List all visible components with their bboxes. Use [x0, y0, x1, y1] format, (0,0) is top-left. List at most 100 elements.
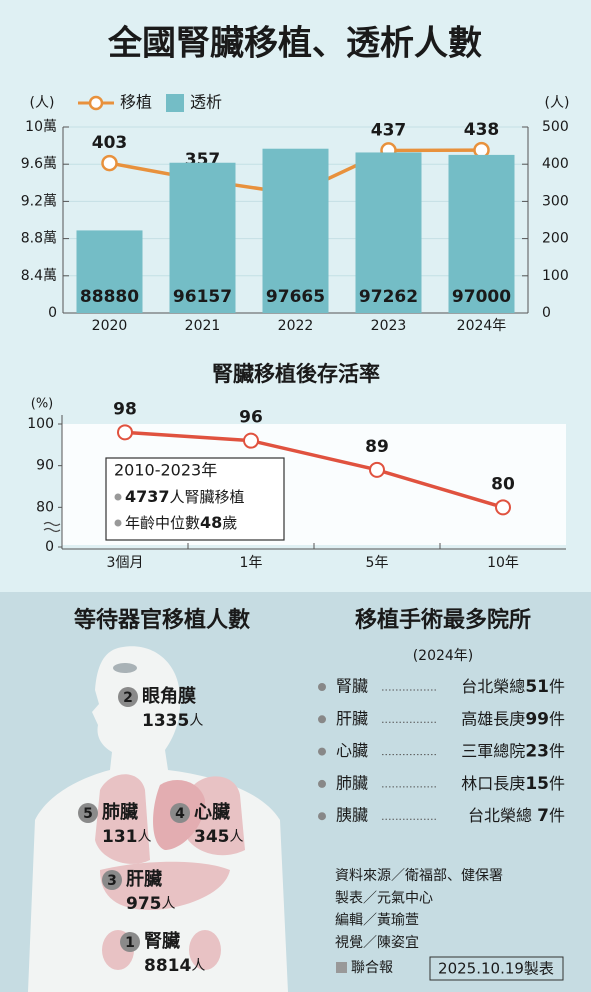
- rank-number: 5: [83, 806, 93, 822]
- rank-badge: [170, 803, 190, 823]
- organ-name: 肝臟: [126, 868, 162, 890]
- rank-number: 2: [123, 690, 133, 706]
- line-marker: [101, 154, 118, 172]
- row-hospital: 高雄長庚99件: [461, 709, 565, 730]
- organ-count: 8814人: [144, 956, 205, 976]
- y-tick-label: 90: [36, 458, 54, 474]
- hospital-name: 台北榮總: [468, 806, 537, 825]
- hospital-unit: 件: [549, 741, 565, 760]
- bar-value-label: 88880: [80, 287, 139, 307]
- annotation-line: 4737人腎臟移植: [125, 487, 245, 506]
- count-value: 345: [194, 827, 230, 847]
- row-bullet: [318, 747, 326, 756]
- line: [124, 430, 504, 510]
- y-axis-label: (%): [31, 397, 54, 412]
- y-tick-label: 9.2萬: [21, 193, 57, 209]
- x-tick-label: 2023: [371, 318, 407, 334]
- annotation-part: 年齡中位數: [125, 514, 200, 532]
- bar: [262, 148, 329, 313]
- date-box: [429, 956, 564, 981]
- count-value: 975: [126, 894, 162, 914]
- organ-name: 心臟: [194, 801, 230, 823]
- annotation-line: 年齡中位數48歲: [125, 513, 237, 532]
- count-unit: 人: [138, 829, 152, 845]
- x-tick-label: 2022: [278, 318, 314, 334]
- line-value-label: 438: [464, 120, 500, 140]
- row-organ: 心臟: [336, 741, 368, 760]
- row-hospital: 台北榮總51件: [461, 677, 565, 698]
- bar-value-label: 97262: [359, 287, 418, 307]
- row-bullet: [318, 812, 326, 821]
- y2-tick-label: 500: [542, 119, 569, 135]
- row-hospital: 台北榮總 7件: [468, 806, 565, 827]
- count-value: 8814: [144, 956, 191, 976]
- organ-count: 975人: [126, 894, 176, 914]
- row-bullet: [318, 715, 326, 724]
- rank-badge: [78, 803, 98, 823]
- hospital-unit: 件: [549, 677, 565, 696]
- count-value: 1335: [142, 711, 189, 731]
- hospital-name: 高雄長庚: [461, 709, 525, 728]
- bar: [448, 154, 515, 313]
- y2-tick-label: 400: [542, 156, 569, 172]
- hospital-unit: 件: [549, 806, 565, 825]
- bar: [76, 230, 143, 313]
- annotation-part: 48: [200, 513, 222, 532]
- y2-tick-label: 100: [542, 268, 569, 284]
- hospital-name: 台北榮總: [461, 677, 525, 696]
- hospital-unit: 件: [549, 709, 565, 728]
- rank-number: 1: [125, 935, 135, 951]
- count-unit: 人: [230, 829, 244, 845]
- row-bullet: [318, 683, 326, 691]
- x-tick-label: 2024年: [457, 318, 507, 334]
- line-value-label: 437: [371, 120, 407, 140]
- liver: [100, 861, 230, 910]
- annotation-title: 2010-2023年: [114, 461, 217, 480]
- section-subtitle: (2024年): [413, 648, 474, 664]
- hospital-count: 99: [525, 709, 549, 729]
- rank-badge: [118, 687, 138, 707]
- row-hospital: 林口長庚15件: [461, 773, 565, 794]
- credit-line: 資料來源／衛福部、健保署: [335, 868, 503, 884]
- y-tick-label: 100: [27, 416, 54, 432]
- line-value-label: 89: [365, 437, 389, 457]
- organ-count: 131人: [102, 827, 152, 847]
- organ-name: 腎臟: [144, 930, 180, 952]
- line-marker: [495, 499, 511, 516]
- bar-value-label: 97000: [452, 287, 511, 307]
- row-organ: 胰臟: [336, 806, 368, 825]
- count-unit: 人: [162, 896, 176, 912]
- hospital-count: 23: [525, 742, 549, 762]
- hospital-count: 7: [537, 806, 549, 826]
- publisher-mark: [336, 962, 347, 973]
- y-tick-label: 9.6萬: [21, 156, 57, 172]
- count-unit: 人: [189, 713, 203, 729]
- line-value-label: 96: [239, 408, 263, 428]
- legend-label: 移植: [120, 93, 152, 112]
- legend-swatch: [166, 94, 184, 112]
- count-unit: 人: [191, 958, 205, 974]
- chart-title: 腎臟移植後存活率: [212, 362, 380, 386]
- section-title: 等待器官移植人數: [74, 607, 250, 633]
- row-hospital: 三軍總院23件: [461, 741, 565, 762]
- line-value-label: 80: [491, 474, 515, 494]
- lung-left: [95, 774, 150, 864]
- hospital-name: 三軍總院: [461, 741, 525, 760]
- line-value-label: 403: [92, 133, 128, 153]
- rank-number: 4: [175, 806, 185, 822]
- x-tick-label: 2021: [185, 318, 221, 334]
- organ-count: 1335人: [142, 711, 203, 731]
- line-value-label: 98: [113, 399, 137, 419]
- annotation-part: 歲: [222, 514, 237, 532]
- line-marker: [369, 461, 385, 478]
- row-bullet: [318, 779, 326, 788]
- credit-line: 製表／元氣中心: [335, 890, 433, 906]
- hospital-unit: 件: [549, 773, 565, 792]
- y2-tick-label: 0: [542, 305, 551, 321]
- annotation-box: [105, 457, 285, 541]
- legend-label: 透析: [190, 93, 222, 112]
- row-organ: 肝臟: [336, 709, 368, 728]
- organ-name: 肺臟: [102, 801, 138, 823]
- y-tick-label: 10萬: [25, 119, 57, 135]
